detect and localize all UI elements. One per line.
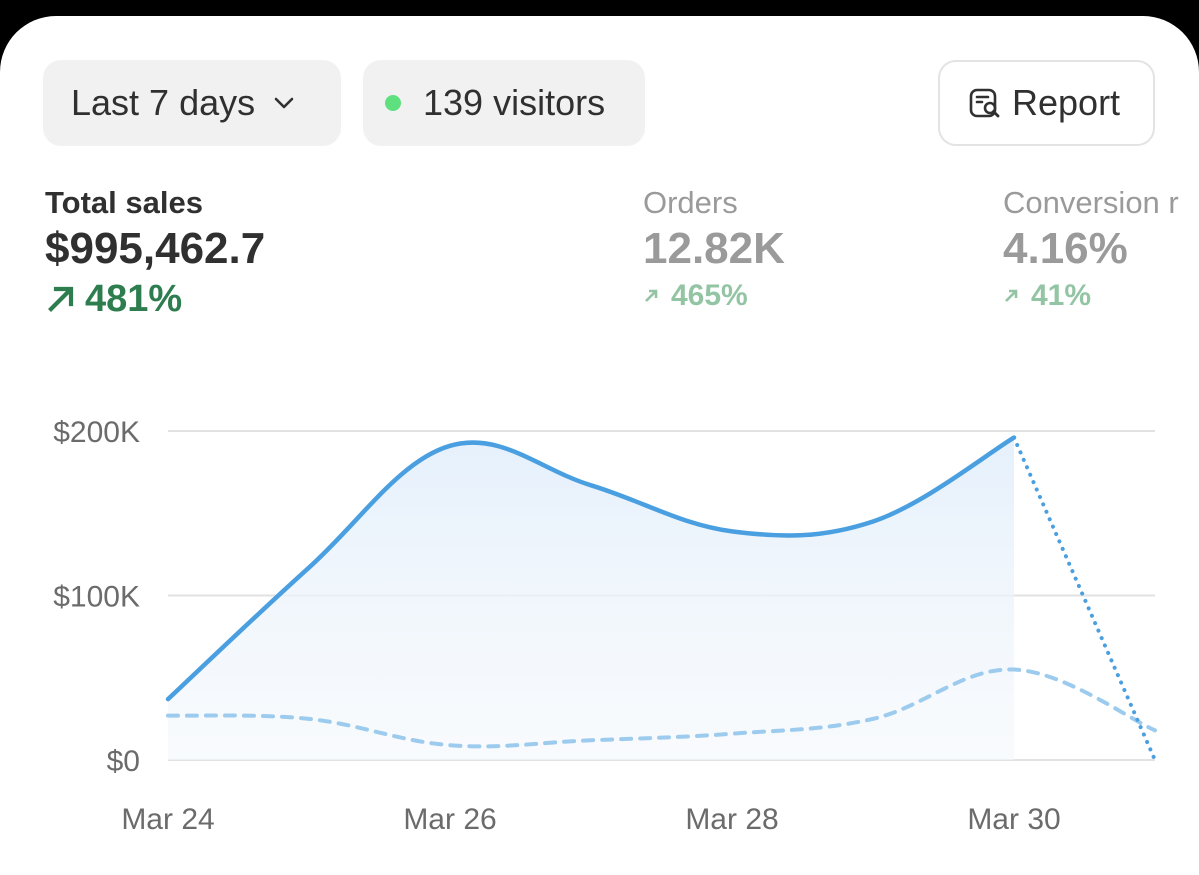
date-range-dropdown[interactable]: Last 7 days <box>43 60 341 146</box>
report-search-icon <box>968 86 1002 120</box>
metric-conversion-rate[interactable]: Conversion r 4.16% 41% <box>1003 184 1179 316</box>
live-visitors-badge[interactable]: 139 visitors <box>363 60 645 146</box>
chevron-down-icon <box>273 96 295 110</box>
metric-label: Orders <box>643 185 738 220</box>
metric-label: Conversion r <box>1003 185 1179 220</box>
metric-change: 465% <box>643 276 785 316</box>
metric-change-value: 41% <box>1031 279 1092 312</box>
date-range-label: Last 7 days <box>71 82 256 123</box>
metric-change: 41% <box>1003 276 1179 316</box>
arrow-up-right-icon <box>48 286 74 312</box>
visitors-label: 139 visitors <box>423 82 606 123</box>
metric-value: $995,462.7 <box>45 224 266 273</box>
sales-analytics-card: Last 7 days 139 visitors Report Total sa… <box>0 16 1199 875</box>
x-tick-label: Mar 30 <box>967 803 1060 836</box>
primary-series-projection <box>1012 435 1157 762</box>
metric-orders[interactable]: Orders 12.82K 465% <box>643 184 785 316</box>
live-status-dot <box>385 95 401 111</box>
metric-label: Total sales <box>45 185 203 220</box>
series-area <box>168 437 1014 760</box>
arrow-up-right-icon <box>645 289 658 302</box>
metric-value: 4.16% <box>1003 224 1128 273</box>
metric-change-value: 481% <box>85 278 183 320</box>
metric-total-sales[interactable]: Total sales $995,462.7 481% <box>45 184 265 322</box>
x-tick-label: Mar 28 <box>685 803 778 836</box>
y-tick-label: $0 <box>107 745 140 778</box>
x-tick-label: Mar 26 <box>403 803 496 836</box>
comparison-series-line <box>166 667 1157 749</box>
y-tick-label: $100K <box>53 581 140 614</box>
arrow-up-right-icon <box>1005 289 1018 302</box>
report-label: Report <box>1012 82 1121 123</box>
y-tick-label: $200K <box>53 416 140 449</box>
report-button[interactable]: Report <box>938 60 1155 146</box>
x-tick-label: Mar 24 <box>121 803 214 836</box>
sales-chart[interactable]: $0 $100K $200K Mar 24 Mar 26 Mar 28 Mar 30 <box>0 16 1199 875</box>
metric-change: 481% <box>45 276 265 322</box>
metric-value: 12.82K <box>643 224 785 273</box>
primary-series-line <box>165 435 1017 702</box>
metric-change-value: 465% <box>671 279 748 312</box>
